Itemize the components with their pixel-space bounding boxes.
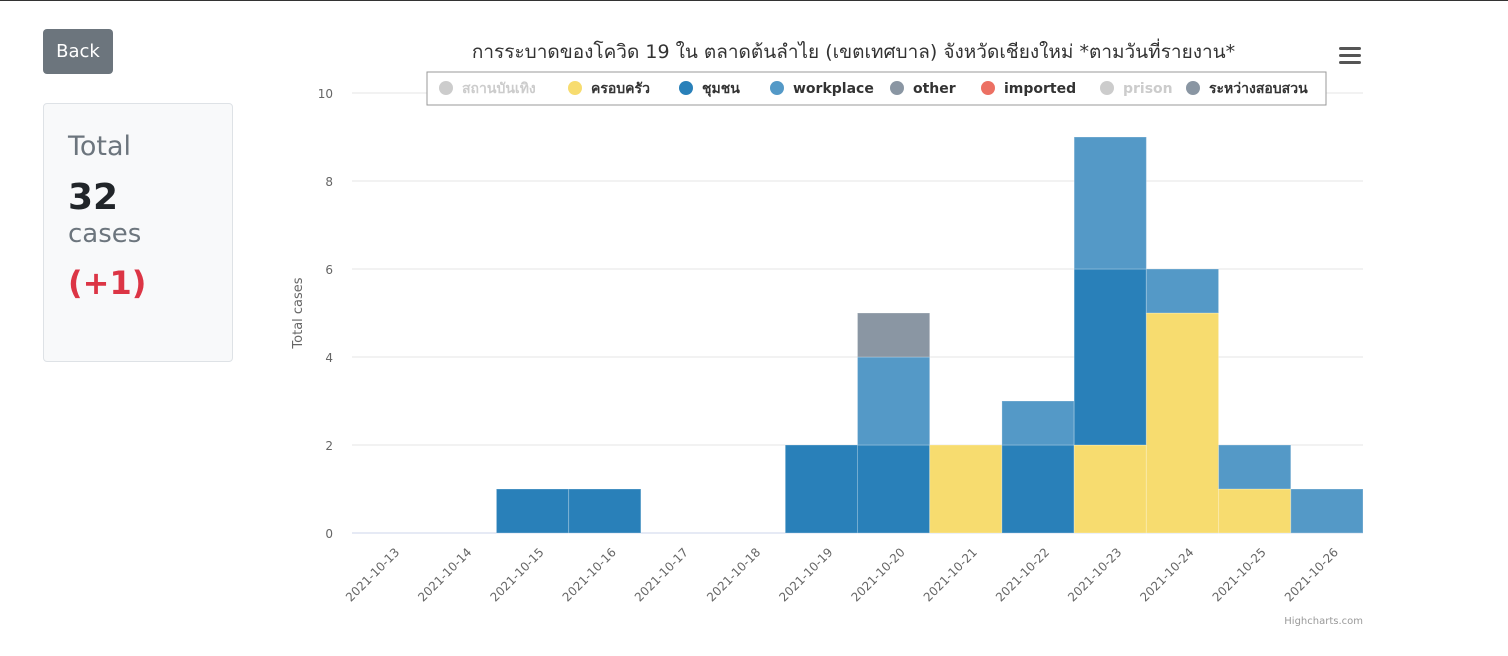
x-tick-label: 2021-10-21 bbox=[921, 545, 980, 604]
bar-segment bbox=[1145, 312, 1220, 534]
chart-menu-icon[interactable] bbox=[1339, 47, 1361, 65]
bar-segment bbox=[1290, 488, 1364, 534]
bar-segment bbox=[1073, 444, 1147, 534]
legend-item: imported bbox=[1004, 81, 1076, 97]
bar-segment bbox=[857, 444, 931, 534]
legend-item: other bbox=[913, 81, 956, 97]
y-tick-label: 10 bbox=[318, 87, 333, 101]
legend-marker bbox=[679, 81, 693, 95]
total-title: Total bbox=[68, 131, 132, 162]
x-tick-label: 2021-10-24 bbox=[1137, 545, 1196, 604]
x-tick-label: 2021-10-23 bbox=[1065, 545, 1124, 604]
total-delta: (+1) bbox=[68, 264, 147, 302]
legend-item: ชุมชน bbox=[702, 81, 740, 97]
x-tick-label: 2021-10-13 bbox=[343, 545, 402, 604]
legend-item: สถานบันเทิง bbox=[462, 81, 536, 97]
bar-segment bbox=[784, 444, 858, 534]
bar-segment bbox=[1145, 268, 1220, 314]
bar-segment bbox=[1218, 444, 1292, 490]
bar-segment bbox=[857, 312, 931, 358]
bar-segment bbox=[1073, 136, 1147, 270]
bar-segment bbox=[568, 488, 642, 534]
legend-marker bbox=[1100, 81, 1114, 95]
bar-segment bbox=[857, 356, 931, 446]
x-tick-label: 2021-10-15 bbox=[487, 545, 546, 604]
x-tick-label: 2021-10-16 bbox=[560, 545, 619, 604]
legend-marker bbox=[1186, 81, 1200, 95]
total-count: 32 bbox=[68, 177, 119, 218]
bar-segment bbox=[495, 488, 570, 534]
x-tick-label: 2021-10-25 bbox=[1210, 545, 1269, 604]
x-tick-label: 2021-10-19 bbox=[776, 545, 835, 604]
x-tick-label: 2021-10-20 bbox=[849, 545, 908, 604]
total-cases-card: Total 32 cases (+1) bbox=[43, 103, 233, 362]
y-tick-label: 2 bbox=[325, 439, 333, 453]
legend-marker bbox=[439, 81, 453, 95]
bar-segment bbox=[1001, 400, 1075, 446]
legend-marker bbox=[568, 81, 582, 95]
legend-item: ระหว่างสอบสวน bbox=[1209, 81, 1308, 97]
y-tick-label: 4 bbox=[325, 351, 333, 365]
y-axis-label: Total cases bbox=[291, 277, 306, 349]
x-tick-label: 2021-10-26 bbox=[1282, 545, 1341, 604]
bar-segment bbox=[929, 444, 1003, 534]
y-tick-label: 6 bbox=[325, 263, 333, 277]
legend-item: ครอบครัว bbox=[591, 81, 650, 97]
legend-item: prison bbox=[1123, 81, 1173, 97]
x-tick-label: 2021-10-18 bbox=[704, 545, 763, 604]
legend-marker bbox=[981, 81, 995, 95]
bar-segment bbox=[1073, 268, 1147, 446]
total-unit: cases bbox=[68, 219, 142, 249]
x-tick-label: 2021-10-17 bbox=[632, 545, 691, 604]
legend-marker bbox=[770, 81, 784, 95]
legend-marker bbox=[890, 81, 904, 95]
x-tick-label: 2021-10-14 bbox=[415, 545, 474, 604]
bar-segment bbox=[1218, 488, 1292, 534]
x-tick-label: 2021-10-22 bbox=[993, 545, 1052, 604]
back-button[interactable]: Back bbox=[43, 29, 113, 74]
legend-item: workplace bbox=[793, 81, 874, 97]
y-tick-label: 8 bbox=[325, 175, 333, 189]
bar-segment bbox=[1001, 444, 1075, 534]
chart-title: การระบาดของโควิด 19 ใน ตลาดต้นลำไย (เขตเ… bbox=[472, 38, 1235, 63]
chart-container: การระบาดของโควิด 19 ใน ตลาดต้นลำไย (เขตเ… bbox=[280, 21, 1380, 636]
chart-credits: Highcharts.com bbox=[1284, 616, 1363, 627]
chart-svg: การระบาดของโควิด 19 ใน ตลาดต้นลำไย (เขตเ… bbox=[291, 38, 1364, 627]
y-tick-label: 0 bbox=[325, 527, 333, 541]
